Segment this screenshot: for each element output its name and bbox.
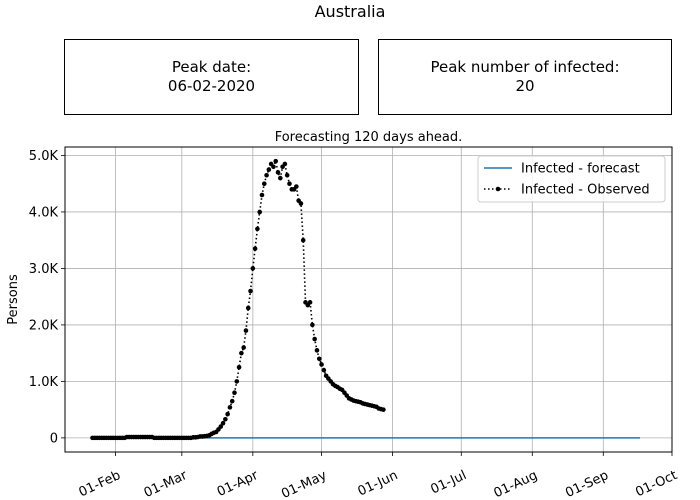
y-tick-label: 4.0K <box>29 205 59 220</box>
y-tick-label: 5.0K <box>29 149 59 164</box>
x-tick-label: 01-Mar <box>142 468 190 500</box>
x-tick-label: 01-Aug <box>492 468 540 500</box>
x-tick-label: 01-Apr <box>215 468 261 500</box>
observed-point <box>252 246 258 251</box>
legend-label: Infected - forecast <box>521 162 640 177</box>
observed-point <box>300 237 306 243</box>
observed-point <box>312 336 317 342</box>
observed-point <box>298 201 304 206</box>
observed-point <box>284 172 290 178</box>
observed-point <box>261 181 267 187</box>
observed-point <box>257 209 262 215</box>
plot-frame <box>64 146 673 453</box>
observed-point <box>248 288 253 294</box>
chart-subtitle: Forecasting 120 days ahead. <box>275 130 463 145</box>
y-tick-label: 3.0K <box>29 262 59 277</box>
observed-point <box>229 398 235 404</box>
observed-point <box>381 407 386 412</box>
observed-point <box>234 379 240 384</box>
x-tick-label: 01-May <box>279 468 329 500</box>
legend: Infected - forecast Infected - Observed <box>477 155 666 203</box>
x-tick-label: 01-Oct <box>633 468 679 500</box>
observed-point <box>259 192 265 198</box>
observed-point <box>264 172 269 178</box>
observed-point <box>245 305 251 311</box>
x-tick-label: 01-Jun <box>356 468 401 499</box>
observed-point <box>307 300 313 305</box>
observed-point <box>218 424 224 429</box>
x-tick-label: 01-Feb <box>77 468 123 500</box>
y-tick-label: 2.0K <box>29 318 59 333</box>
observed-point <box>273 158 279 164</box>
observed-point <box>282 161 288 167</box>
observed-point <box>232 390 237 395</box>
observed-line <box>92 158 384 439</box>
peak-date-box: Peak date: 06-02-2020 <box>64 39 359 115</box>
chart-title: Australia <box>314 2 386 21</box>
observed-point <box>271 164 276 170</box>
legend-box <box>477 155 666 203</box>
observed-point <box>310 322 315 328</box>
observed-point <box>294 184 299 189</box>
observed-point <box>314 348 320 353</box>
observed-point <box>241 345 246 350</box>
observed-point <box>250 266 256 271</box>
observed-point <box>236 364 242 370</box>
observed-point <box>255 226 260 232</box>
x-tick-label: 01-Jul <box>428 468 468 498</box>
observed-point <box>319 362 324 367</box>
observed-point <box>266 167 272 172</box>
observed-point <box>239 350 244 356</box>
x-tick-label: 01-Sep <box>563 468 611 500</box>
observed-point <box>225 411 230 417</box>
observed-point <box>275 170 281 175</box>
y-tick-label: 0 <box>50 431 58 446</box>
y-axis-label: Persons <box>6 274 21 325</box>
peak-date-label: Peak date: <box>171 58 252 76</box>
observed-point <box>227 405 233 410</box>
observed-point <box>220 420 226 426</box>
observed-point <box>243 328 249 333</box>
observed-point <box>287 181 292 187</box>
peak-date-value: 06-02-2020 <box>167 77 256 95</box>
observed-point <box>278 175 283 181</box>
peak-infected-label: Peak number of infected: <box>430 58 620 76</box>
series-layer <box>90 158 640 441</box>
peak-infected-box: Peak number of infected: 20 <box>378 39 672 115</box>
y-tick-label: 1.0K <box>29 375 59 390</box>
legend-label: Infected - Observed <box>521 183 650 198</box>
observed-point <box>316 356 322 362</box>
peak-infected-value: 20 <box>515 77 535 95</box>
observed-point <box>321 367 327 373</box>
legend-observed-marker <box>495 186 501 192</box>
observed-point <box>223 416 228 422</box>
